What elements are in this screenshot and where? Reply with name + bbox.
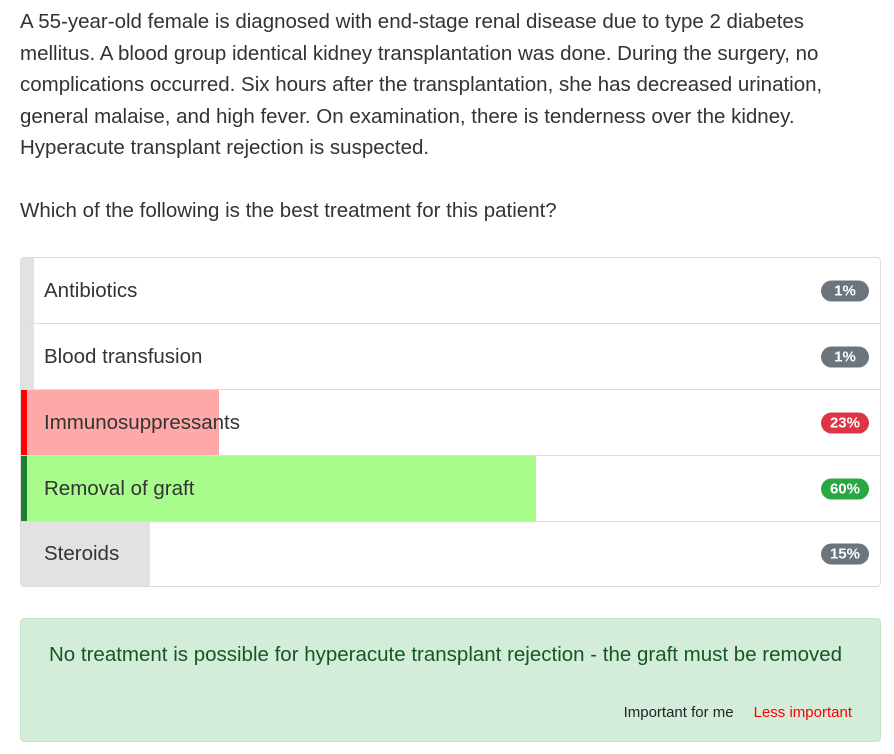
answer-result-bar xyxy=(21,324,34,389)
answer-label: Steroids xyxy=(44,542,120,565)
answer-percent-badge: 23% xyxy=(820,412,869,433)
answer-accent xyxy=(21,258,27,323)
answer-accent xyxy=(21,522,27,586)
answer-option-blood-transfusion[interactable]: Blood transfusion 1% xyxy=(21,323,880,389)
answer-result-bar xyxy=(21,258,34,323)
answer-percent-badge: 1% xyxy=(821,280,869,301)
important-for-me-link[interactable]: Important for me xyxy=(623,704,734,721)
explanation-text: No treatment is possible for hyperacute … xyxy=(49,643,843,666)
answer-option-immunosuppressants[interactable]: Immunosuppressants 23% xyxy=(21,389,880,455)
answer-label: Immunosuppressants xyxy=(44,410,240,434)
answer-label: Blood transfusion xyxy=(44,344,203,368)
answer-option-steroids[interactable]: Steroids 15% xyxy=(21,521,880,586)
answer-result-bar xyxy=(21,456,537,521)
answer-result-bar xyxy=(21,390,219,455)
answer-percent-badge: 15% xyxy=(820,543,869,565)
answer-accent xyxy=(21,456,27,521)
answer-option-removal-of-graft[interactable]: Removal of graft 60% xyxy=(21,455,880,521)
answer-option-antibiotics[interactable]: Antibiotics 1% xyxy=(21,258,880,323)
answer-percent-badge: 60% xyxy=(820,478,869,499)
question-text: A 55-year-old female is diagnosed with e… xyxy=(20,10,823,159)
answer-label: Removal of graft xyxy=(44,476,195,500)
question-prompt: Which of the following is the best treat… xyxy=(20,199,557,222)
answer-label: Antibiotics xyxy=(44,278,138,302)
answer-accent xyxy=(21,324,27,389)
answer-options-list: Antibiotics 1% Blood transfusion 1% Immu… xyxy=(20,257,881,587)
explanation-actions: Important for me Less important xyxy=(624,704,852,721)
less-important-link[interactable]: Less important xyxy=(753,704,852,721)
answer-accent xyxy=(21,390,27,455)
explanation-box: No treatment is possible for hyperacute … xyxy=(20,618,881,742)
answer-result-bar xyxy=(21,522,150,586)
answer-percent-badge: 1% xyxy=(821,346,869,367)
